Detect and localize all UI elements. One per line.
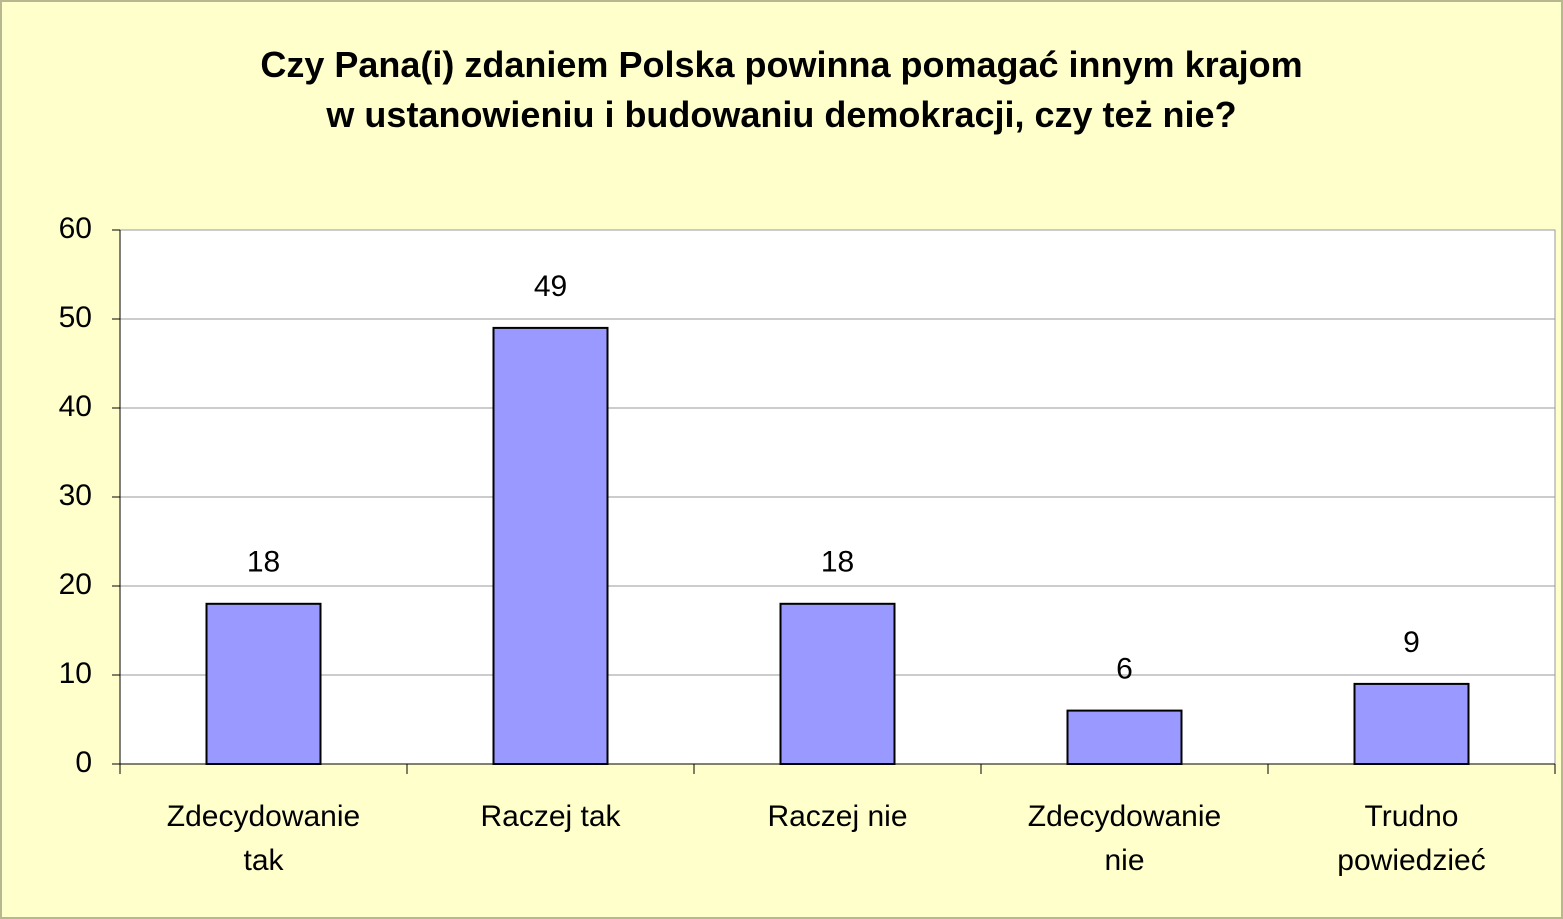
y-tick-label: 10 xyxy=(59,657,92,690)
data-label: 18 xyxy=(821,546,854,579)
bar xyxy=(1353,682,1470,766)
x-tick-label: Trudno powiedzieć xyxy=(1337,800,1486,877)
x-tick-label: Zdecydowanie nie xyxy=(1027,800,1222,877)
data-label: 49 xyxy=(534,270,567,303)
data-label: 6 xyxy=(1116,653,1133,686)
y-tick-label: 0 xyxy=(75,746,92,779)
y-tick-label: 30 xyxy=(59,479,92,512)
bar xyxy=(779,602,896,765)
y-tick-label: 20 xyxy=(59,568,92,601)
chart-title: Czy Pana(i) zdaniem Polska powinna pomag… xyxy=(260,44,1303,135)
data-label: 18 xyxy=(247,546,280,579)
y-tick-label: 40 xyxy=(59,390,92,423)
data-label: 9 xyxy=(1403,626,1420,659)
x-tick-label: Zdecydowanie tak xyxy=(166,800,361,877)
x-tick-label: Raczej nie xyxy=(767,800,908,833)
bar xyxy=(205,602,322,765)
x-tick-label: Raczej tak xyxy=(480,800,621,833)
bar xyxy=(492,326,609,765)
y-tick-label: 50 xyxy=(59,301,92,334)
bar xyxy=(1066,709,1183,765)
y-tick-label: 60 xyxy=(59,212,92,245)
